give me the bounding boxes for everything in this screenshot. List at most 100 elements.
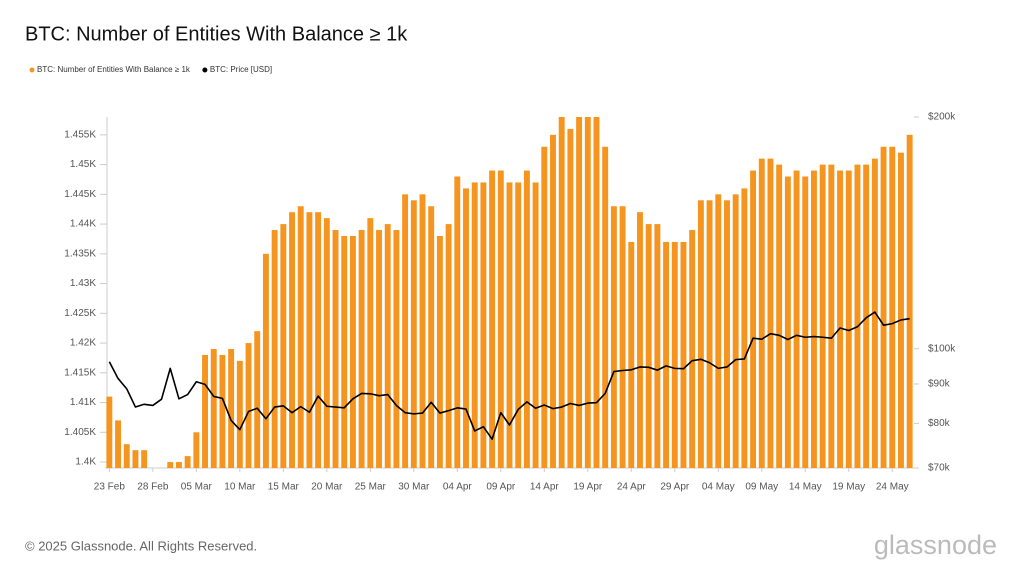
bar — [863, 164, 870, 469]
bar — [567, 128, 574, 468]
bar — [837, 170, 844, 469]
bar — [532, 182, 539, 468]
x-tick-label: 19 May — [832, 482, 865, 493]
x-tick-label: 15 Mar — [268, 482, 300, 493]
x-tick-label: 24 May — [876, 482, 909, 493]
bar — [323, 218, 330, 468]
bar — [724, 200, 730, 468]
bar — [610, 206, 617, 468]
bar — [741, 188, 748, 468]
x-tick-label: 04 Apr — [443, 482, 473, 493]
bar — [349, 235, 356, 468]
bar — [184, 456, 191, 468]
x-tick-label: 04 May — [702, 482, 735, 493]
x-tick-label: 28 Feb — [137, 482, 169, 493]
y-tick-label: 1.405K — [64, 427, 96, 438]
x-tick-label: 23 Feb — [94, 482, 126, 493]
y2-tick-label: $90k — [928, 379, 951, 390]
bar — [402, 194, 409, 468]
bar — [819, 164, 826, 469]
y2-tick-label: $200k — [928, 112, 956, 123]
x-tick-label: 30 Mar — [398, 482, 430, 493]
bar — [654, 224, 661, 468]
bar — [845, 170, 852, 469]
y2-tick-label: $70k — [928, 463, 951, 474]
y-tick-label: 1.445K — [64, 189, 96, 200]
bar — [115, 420, 122, 468]
bar — [454, 176, 461, 469]
bar — [123, 444, 130, 468]
bar — [689, 230, 696, 468]
x-tick-label: 29 Apr — [660, 482, 690, 493]
bar — [637, 212, 643, 468]
price-line — [108, 311, 910, 440]
footer: © 2025 Glassnode. All Rights Reserved. — [25, 538, 257, 553]
x-tick-label: 09 Apr — [486, 482, 516, 493]
bar — [332, 230, 339, 468]
chart-title: BTC: Number of Entities With Balance ≥ 1… — [25, 23, 408, 45]
x-tick-label: 20 Mar — [311, 482, 343, 493]
x-tick-label: 14 May — [789, 482, 822, 493]
bar — [419, 194, 426, 468]
bar — [558, 117, 565, 468]
bar — [506, 182, 513, 468]
logo: glassnode — [874, 530, 997, 560]
y2-tick-label: $100k — [928, 343, 956, 354]
bar — [262, 253, 269, 468]
bar — [732, 194, 739, 468]
bar — [793, 170, 800, 469]
bar — [497, 170, 504, 469]
bar — [897, 152, 904, 468]
bar — [706, 200, 713, 468]
bar — [132, 450, 139, 468]
bar — [680, 241, 687, 468]
y2-tick-label: $80k — [928, 418, 951, 429]
bar — [141, 450, 148, 468]
bar — [541, 146, 548, 468]
bar — [471, 182, 478, 468]
bar — [880, 146, 887, 468]
bar — [228, 349, 235, 468]
x-tick-label: 19 Apr — [573, 482, 603, 493]
bar — [906, 134, 913, 468]
y-tick-label: 1.455K — [64, 129, 96, 140]
x-tick-label: 25 Mar — [355, 482, 387, 493]
bar — [619, 206, 626, 468]
bar — [515, 182, 522, 468]
y-tick-label: 1.44K — [70, 219, 96, 230]
bar — [776, 164, 783, 469]
bar — [463, 188, 469, 468]
bar — [584, 117, 591, 468]
bar — [811, 170, 817, 469]
bar — [550, 134, 556, 468]
bar — [306, 212, 313, 468]
x-tick-label: 24 Apr — [617, 482, 647, 493]
bar — [341, 235, 348, 468]
bar — [593, 117, 600, 468]
bar — [358, 230, 365, 468]
y-tick-label: 1.41K — [70, 397, 96, 408]
bar — [384, 224, 391, 468]
bar — [376, 230, 382, 468]
bar — [889, 146, 896, 468]
bar — [410, 200, 417, 468]
bar — [289, 212, 295, 468]
bar — [315, 212, 322, 468]
bar — [697, 200, 704, 468]
bar — [106, 396, 113, 468]
y-tick-label: 1.4K — [75, 457, 96, 468]
y-tick-label: 1.435K — [64, 248, 96, 259]
x-tick-label: 09 May — [745, 482, 778, 493]
bar — [671, 241, 678, 468]
legend-label: BTC: Number of Entities With Balance ≥ 1… — [37, 65, 191, 74]
bar — [576, 117, 583, 468]
x-tick-label: 05 Mar — [181, 482, 213, 493]
bar — [628, 241, 635, 468]
y-tick-label: 1.43K — [70, 278, 96, 289]
bar — [393, 230, 400, 468]
y-tick-label: 1.415K — [64, 367, 96, 378]
bar — [428, 206, 435, 468]
bar — [802, 176, 809, 469]
bar — [602, 146, 609, 468]
